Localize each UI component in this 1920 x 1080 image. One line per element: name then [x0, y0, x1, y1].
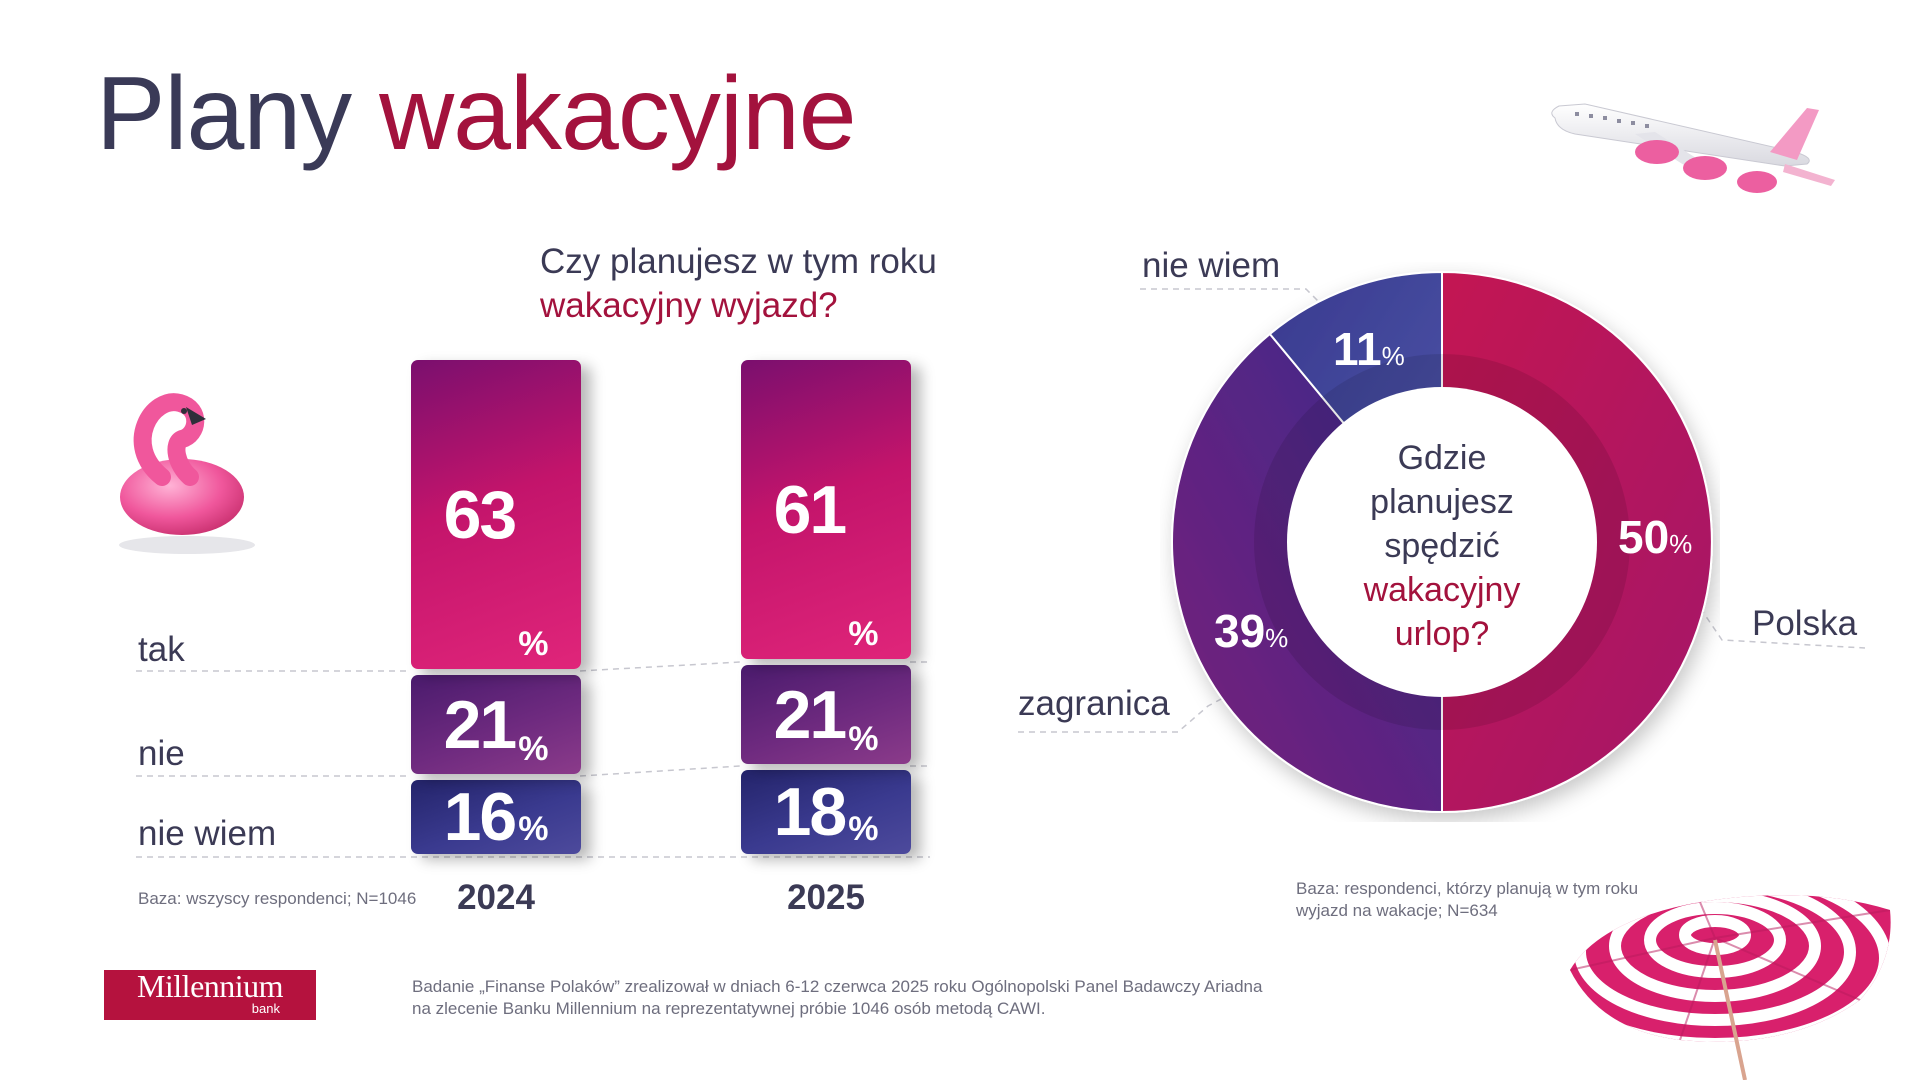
donut-q-line-2: planujesz [1370, 483, 1514, 521]
bar-value-label: 16 [443, 779, 518, 855]
logo-name: Millennium [136, 968, 284, 1004]
percent-sign: % [1265, 623, 1289, 653]
bar-nie-wiem-2025: 18% [741, 770, 911, 854]
bar-question-line-1: Czy planujesz w tym roku [540, 242, 937, 281]
bar-nie-wiem-2024: 16% [411, 780, 581, 854]
logo-sub: bank [251, 1001, 280, 1016]
bar-value-label: 21 [773, 676, 848, 753]
base-note-right: Baza: respondenci, którzy planują w tym … [1296, 878, 1638, 922]
donut-value-polska-number: 50 [1618, 511, 1670, 563]
bar-value-label: 63 [443, 476, 518, 553]
percent-sign: % [848, 809, 879, 848]
title-part-1: Plany [96, 56, 352, 172]
millennium-bank-logo: Millennium bank [104, 970, 316, 1020]
donut-q-line-4: wakacyjny [1363, 571, 1521, 609]
donut-value-nie-wiem-number: 11 [1333, 323, 1382, 375]
base-note-right-line-2: wyjazd na wakacje; N=634 [1296, 901, 1498, 920]
bar-tak-2024: 63% [411, 360, 581, 669]
bar-question-line-2: wakacyjny wyjazd? [540, 286, 838, 325]
donut-label-zagranica: zagranica [1018, 684, 1170, 723]
base-note-right-line-1: Baza: respondenci, którzy planują w tym … [1296, 879, 1639, 898]
donut-q-line-5: urlop? [1394, 615, 1490, 653]
bar-tak-2025: 61% [741, 360, 911, 659]
title-part-2: wakacyjne [379, 56, 857, 172]
bar-value-label: 61 [773, 471, 848, 548]
bar-nie-2024: 21% [411, 675, 581, 774]
donut-value-zagranica-number: 39 [1214, 605, 1266, 657]
bar-chart-title: Czy planujesz w tym roku wakacyjny wyjaz… [540, 240, 937, 328]
bar-value-label: 21 [443, 686, 518, 763]
donut-value-zagranica: 39% [1214, 604, 1288, 658]
percent-sign: % [848, 614, 879, 653]
donut-label-nie-wiem: nie wiem [1142, 246, 1281, 285]
donut-value-nie-wiem: 11% [1333, 322, 1405, 376]
footnote-line-2: na zlecenie Banku Millennium na reprezen… [412, 999, 1046, 1018]
base-note-left: Baza: wszyscy respondenci; N=1046 [138, 889, 417, 908]
donut-chart [1171, 270, 1713, 814]
year-label-2024: 2024 [457, 878, 535, 917]
beach-umbrella-icon [1570, 895, 1891, 1080]
airplane-icon [1551, 103, 1835, 193]
donut-value-polska: 50% [1618, 510, 1692, 564]
percent-sign: % [848, 719, 879, 758]
donut-q-line-3: spędzić [1384, 527, 1500, 565]
percent-sign: % [518, 729, 549, 768]
bar-nie-2025: 21% [741, 665, 911, 764]
survey-footnote: Badanie „Finanse Polaków” zrealizował w … [412, 976, 1262, 1020]
percent-sign: % [518, 624, 549, 663]
page-title: Plany wakacyjne [96, 52, 857, 177]
percent-sign: % [1381, 341, 1405, 371]
percent-sign: % [1669, 529, 1693, 559]
donut-center-question: Gdzie planujesz spędzić wakacyjny urlop? [1312, 436, 1572, 656]
donut-label-polska: Polska [1752, 604, 1858, 643]
footnote-line-1: Badanie „Finanse Polaków” zrealizował w … [412, 977, 1263, 996]
legend-nie: nie [138, 734, 185, 773]
flamingo-float-icon [119, 393, 255, 554]
legend-tak: tak [138, 630, 185, 669]
year-label-2025: 2025 [787, 878, 865, 917]
bar-value-label: 18 [773, 774, 848, 850]
percent-sign: % [518, 809, 549, 848]
legend-nie-wiem: nie wiem [138, 814, 277, 853]
donut-q-line-1: Gdzie [1397, 439, 1487, 477]
